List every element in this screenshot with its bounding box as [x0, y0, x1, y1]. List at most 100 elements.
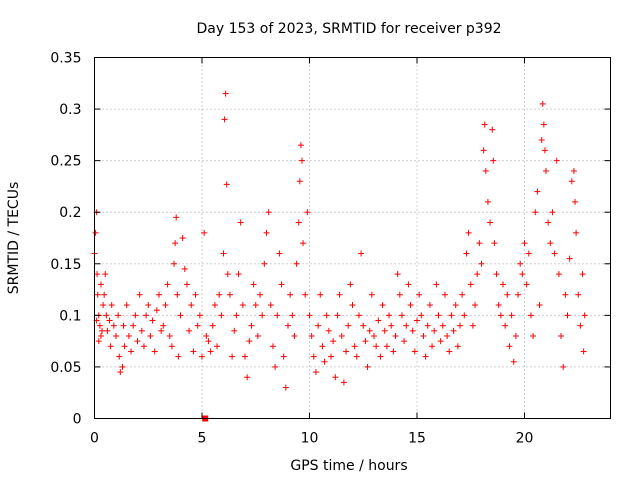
- data-point: [132, 312, 139, 319]
- data-point: [220, 250, 227, 257]
- data-point: [300, 240, 307, 247]
- data-point: [235, 271, 242, 278]
- data-point: [295, 219, 302, 226]
- data-point: [323, 312, 330, 319]
- data-point: [269, 343, 276, 350]
- data-point: [566, 255, 573, 262]
- y-tick-label: 0.35: [50, 51, 81, 67]
- data-point: [207, 348, 214, 355]
- data-point: [166, 332, 173, 339]
- data-point: [558, 332, 565, 339]
- data-point: [293, 260, 300, 267]
- grid-lines: [94, 57, 611, 419]
- data-point: [115, 312, 122, 319]
- data-point: [527, 312, 534, 319]
- data-point: [351, 343, 358, 350]
- data-point: [506, 343, 513, 350]
- data-point: [242, 353, 248, 360]
- data-point: [371, 332, 377, 339]
- data-point: [224, 271, 231, 278]
- data-point: [94, 271, 101, 278]
- data-point: [310, 353, 317, 360]
- data-point: [465, 229, 472, 236]
- data-point: [149, 317, 156, 324]
- data-point: [196, 312, 203, 319]
- data-point: [349, 302, 356, 309]
- data-point: [418, 312, 425, 319]
- data-point: [282, 384, 289, 391]
- data-point: [459, 291, 466, 298]
- data-point: [272, 363, 279, 370]
- data-point: [101, 291, 108, 298]
- data-point: [222, 90, 229, 97]
- data-point: [553, 157, 560, 164]
- data-point: [199, 353, 205, 360]
- data-point: [581, 312, 588, 319]
- data-point: [420, 332, 427, 339]
- data-point: [386, 312, 393, 319]
- data-point: [325, 327, 332, 334]
- data-point: [490, 157, 497, 164]
- data-point: [570, 167, 577, 174]
- y-axis-label: SRMTID / TECUs: [6, 182, 22, 295]
- data-point: [332, 374, 339, 381]
- data-point: [192, 291, 199, 298]
- data-point: [128, 348, 135, 355]
- data-points: [91, 90, 588, 422]
- data-point: [125, 332, 132, 339]
- data-point: [338, 332, 345, 339]
- data-point: [580, 348, 587, 355]
- data-point: [168, 343, 175, 350]
- data-point: [469, 322, 476, 329]
- data-point: [123, 302, 130, 309]
- data-point: [497, 312, 504, 319]
- data-point: [278, 281, 285, 288]
- data-point: [153, 307, 160, 314]
- data-point: [179, 235, 186, 241]
- data-point: [536, 302, 543, 309]
- data-point: [439, 322, 446, 329]
- data-point: [147, 332, 154, 339]
- data-point: [285, 322, 291, 329]
- data-point: [481, 121, 488, 128]
- data-point: [452, 302, 459, 309]
- data-point: [396, 291, 403, 298]
- data-point: [92, 229, 99, 236]
- data-point: [188, 302, 195, 309]
- data-point: [530, 332, 537, 339]
- data-point: [539, 100, 546, 107]
- data-point: [572, 198, 579, 205]
- data-point: [429, 343, 436, 350]
- data-point: [117, 369, 124, 376]
- data-point: [381, 327, 388, 334]
- data-point: [287, 291, 294, 298]
- data-point: [403, 322, 410, 329]
- data-point: [489, 126, 496, 133]
- data-point: [158, 327, 165, 334]
- data-point: [540, 121, 547, 128]
- axis-ticks: [94, 57, 611, 419]
- data-point: [444, 332, 451, 339]
- data-point: [405, 281, 412, 288]
- data-point: [233, 312, 240, 319]
- data-point: [472, 302, 479, 309]
- data-point: [474, 271, 481, 278]
- data-point: [134, 338, 141, 345]
- data-point: [265, 209, 272, 216]
- data-point: [297, 142, 304, 149]
- data-point: [532, 209, 539, 216]
- data-point: [237, 219, 244, 226]
- data-point: [437, 338, 444, 345]
- data-point: [186, 327, 193, 334]
- data-point: [308, 332, 315, 339]
- data-point: [261, 260, 268, 267]
- data-point: [113, 332, 119, 339]
- data-point: [296, 178, 303, 185]
- data-point: [239, 302, 246, 309]
- data-point: [306, 312, 313, 319]
- data-point: [343, 348, 350, 355]
- data-point: [172, 240, 179, 247]
- data-point: [491, 240, 498, 247]
- data-point: [209, 322, 216, 329]
